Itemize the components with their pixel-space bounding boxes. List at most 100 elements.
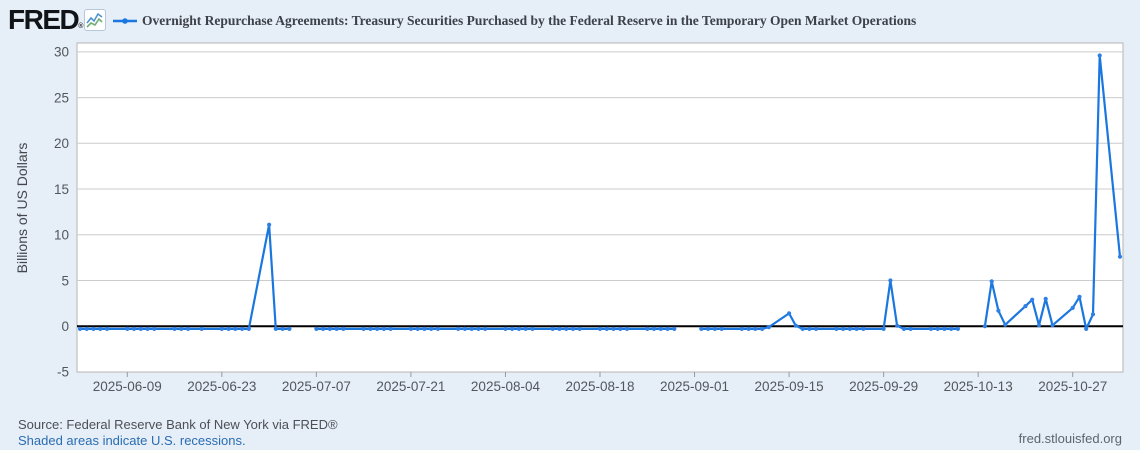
data-point[interactable] <box>1097 53 1102 58</box>
data-point[interactable] <box>375 326 380 331</box>
data-point[interactable] <box>1077 294 1082 299</box>
data-point[interactable] <box>793 323 798 328</box>
data-point[interactable] <box>672 326 677 331</box>
data-point[interactable] <box>760 326 765 331</box>
data-point[interactable] <box>77 326 83 331</box>
data-point[interactable] <box>361 326 366 331</box>
data-point[interactable] <box>901 326 907 331</box>
data-point[interactable] <box>388 326 393 331</box>
data-point[interactable] <box>145 326 150 331</box>
data-point[interactable] <box>314 326 319 331</box>
data-point[interactable] <box>719 326 724 331</box>
data-point[interactable] <box>1117 254 1123 259</box>
data-point[interactable] <box>516 326 522 331</box>
data-point[interactable] <box>429 326 434 331</box>
data-point[interactable] <box>712 326 717 331</box>
data-point[interactable] <box>172 326 177 331</box>
data-point[interactable] <box>435 326 440 331</box>
data-point[interactable] <box>523 326 528 331</box>
data-point[interactable] <box>604 326 609 331</box>
data-point[interactable] <box>138 326 143 331</box>
data-point[interactable] <box>618 326 623 331</box>
data-point[interactable] <box>955 326 961 331</box>
data-point[interactable] <box>766 325 771 330</box>
data-point[interactable] <box>834 326 839 331</box>
data-point[interactable] <box>564 326 569 331</box>
data-point[interactable] <box>186 326 191 331</box>
data-point[interactable] <box>415 326 420 331</box>
data-point[interactable] <box>1084 326 1089 331</box>
data-point[interactable] <box>577 326 582 331</box>
data-point[interactable] <box>469 326 474 331</box>
data-point[interactable] <box>739 326 744 331</box>
data-point[interactable] <box>381 326 386 331</box>
data-point[interactable] <box>476 326 481 331</box>
data-point[interactable] <box>287 326 292 331</box>
data-point[interactable] <box>1050 323 1055 328</box>
data-point[interactable] <box>942 326 947 331</box>
data-point[interactable] <box>699 326 704 331</box>
data-point[interactable] <box>888 278 893 283</box>
data-point[interactable] <box>895 323 900 328</box>
data-point[interactable] <box>841 326 846 331</box>
data-point[interactable] <box>753 326 758 331</box>
data-point[interactable] <box>557 326 562 331</box>
data-point[interactable] <box>570 326 576 331</box>
data-point[interactable] <box>807 326 812 331</box>
data-point[interactable] <box>949 326 954 331</box>
data-point[interactable] <box>624 326 630 331</box>
data-point[interactable] <box>327 326 332 331</box>
data-point[interactable] <box>125 326 130 331</box>
data-point[interactable] <box>456 326 461 331</box>
data-point[interactable] <box>800 326 805 331</box>
data-point[interactable] <box>273 326 278 331</box>
data-point[interactable] <box>706 326 711 331</box>
data-point[interactable] <box>1003 322 1008 327</box>
data-point[interactable] <box>462 326 467 331</box>
data-point[interactable] <box>368 326 373 331</box>
data-point[interactable] <box>280 326 285 331</box>
data-point[interactable] <box>1023 304 1028 309</box>
data-point[interactable] <box>267 222 272 227</box>
data-point[interactable] <box>597 326 603 331</box>
data-point[interactable] <box>908 326 913 331</box>
data-point[interactable] <box>321 326 326 331</box>
data-point[interactable] <box>408 326 413 331</box>
data-point[interactable] <box>928 326 934 331</box>
data-point[interactable] <box>226 326 231 331</box>
data-point[interactable] <box>881 326 886 331</box>
data-point[interactable] <box>611 326 616 331</box>
data-point[interactable] <box>1090 312 1096 317</box>
data-point[interactable] <box>104 326 110 331</box>
fred-site-link[interactable]: fred.stlouisfed.org <box>1018 431 1122 446</box>
data-point[interactable] <box>199 326 204 331</box>
data-point[interactable] <box>240 326 245 331</box>
data-point[interactable] <box>658 326 663 331</box>
data-point[interactable] <box>483 326 488 331</box>
data-point[interactable] <box>98 326 103 331</box>
data-point[interactable] <box>982 324 988 329</box>
data-point[interactable] <box>1043 296 1048 301</box>
data-point[interactable] <box>651 326 657 331</box>
data-point[interactable] <box>989 279 994 284</box>
data-point[interactable] <box>1030 297 1035 302</box>
data-point[interactable] <box>152 326 157 331</box>
data-point[interactable] <box>996 308 1001 313</box>
data-point[interactable] <box>219 326 224 331</box>
data-point[interactable] <box>84 326 89 331</box>
data-point[interactable] <box>341 326 346 331</box>
data-point[interactable] <box>179 326 184 331</box>
data-point[interactable] <box>503 326 508 331</box>
data-point[interactable] <box>1070 305 1075 310</box>
data-point[interactable] <box>935 326 940 331</box>
recession-note-link[interactable]: Shaded areas indicate U.S. recessions. <box>18 433 246 448</box>
data-point[interactable] <box>530 326 535 331</box>
data-point[interactable] <box>91 326 96 331</box>
data-point[interactable] <box>1036 323 1042 328</box>
data-point[interactable] <box>861 326 866 331</box>
data-point[interactable] <box>854 326 859 331</box>
data-point[interactable] <box>334 326 339 331</box>
data-point[interactable] <box>422 326 427 331</box>
data-point[interactable] <box>550 326 555 331</box>
